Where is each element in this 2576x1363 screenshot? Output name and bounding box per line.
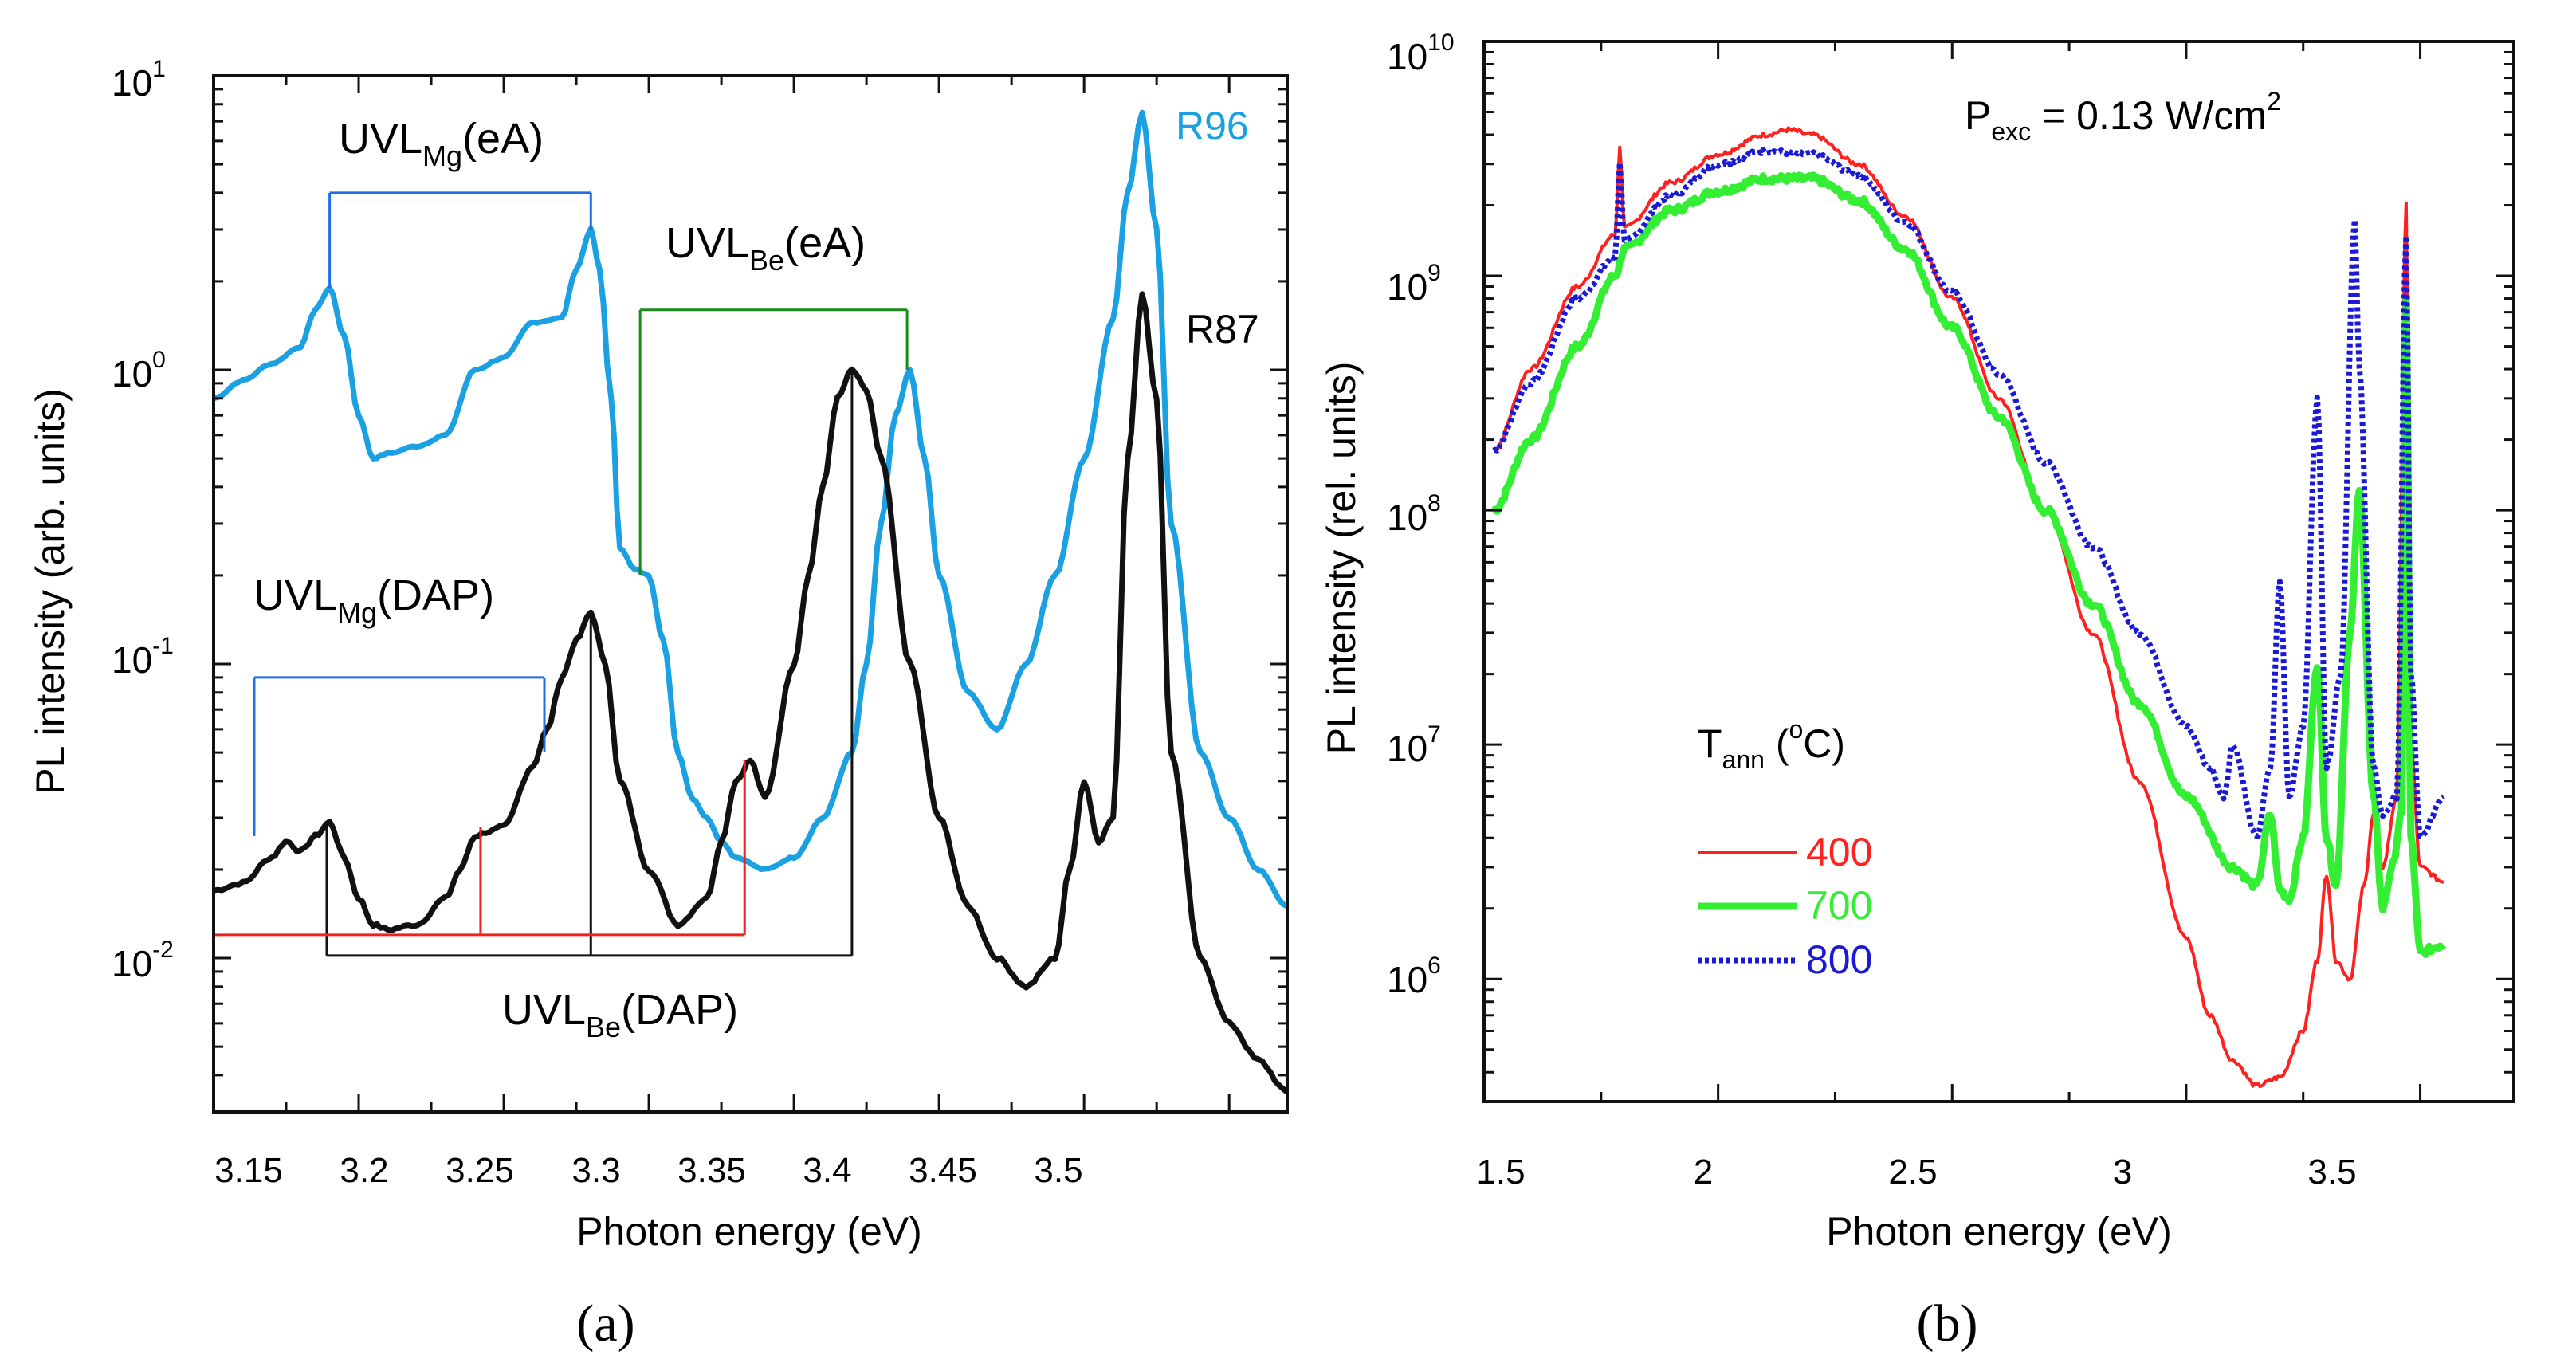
x-tick-label: 1.5 xyxy=(1476,1153,1525,1192)
x-tick-label: 3.3 xyxy=(571,1151,620,1190)
x-tick-label: 3.35 xyxy=(677,1151,746,1190)
panel-a-series-r96 xyxy=(213,109,1289,909)
panel-a-x-tick-labels: 3.15 3.2 3.25 3.3 3.35 3.4 3.45 3.5 xyxy=(214,1151,1082,1190)
x-tick-label: 3.2 xyxy=(340,1151,388,1190)
panel-a-plot-frame xyxy=(212,74,1289,1114)
bracket-uvl-be(dap) xyxy=(325,370,854,957)
y-tick-label: 101 xyxy=(112,56,166,104)
y-tick-label: 107 xyxy=(1387,721,1441,769)
panel-b-excitation-annotation: Pexc = 0.13 W/cm2 xyxy=(1965,87,2281,146)
x-tick-label: 3 xyxy=(2113,1153,2132,1192)
legend-label-800: 800 xyxy=(1806,937,1872,982)
x-tick-label: 3.15 xyxy=(214,1151,283,1190)
panel-a-x-axis-label: Photon energy (eV) xyxy=(576,1209,922,1254)
legend-title: Tann (oC) xyxy=(1698,715,1845,774)
x-tick-label: 3.4 xyxy=(803,1151,851,1190)
x-tick-label: 3.45 xyxy=(909,1151,977,1190)
y-tick-label: 109 xyxy=(1387,260,1441,308)
panel-b-series-layer xyxy=(1491,126,2447,1089)
panel-a-label: (a) xyxy=(576,1294,634,1353)
panel-b-plot-frame xyxy=(1482,40,2515,1103)
y-tick-label: 1010 xyxy=(1387,29,1455,77)
legend-label-400: 400 xyxy=(1806,830,1872,874)
panel-a-annotations: UVLMg(eA) UVLBe(eA) UVLMg(DAP) UVLBe(DAP… xyxy=(253,104,1259,1043)
x-tick-label: 2 xyxy=(1694,1153,1713,1192)
series-label-r87: R87 xyxy=(1186,307,1259,352)
panel-b-series-400 xyxy=(1492,126,2444,1089)
bracket-uvl-mg(dap) xyxy=(253,676,546,836)
panel-b-legend: Tann (oC) 400 700 800 xyxy=(1698,715,1872,982)
y-tick-label: 10-1 xyxy=(112,633,174,681)
panel-a-y-axis-label: PL intensity (arb. units) xyxy=(28,388,73,794)
panel-b-x-tick-labels: 1.5 2 2.5 3 3.5 xyxy=(1476,1153,2356,1192)
panel-b-y-axis-label: PL intensity (rel. units) xyxy=(1319,362,1364,755)
bracket-uvl-mg(ea) xyxy=(328,191,592,289)
panel-a-bracket-layer xyxy=(214,191,909,957)
series-label-r96: R96 xyxy=(1176,104,1249,148)
x-tick-label: 2.5 xyxy=(1888,1153,1937,1192)
legend-label-700: 700 xyxy=(1806,883,1872,928)
y-tick-label: 108 xyxy=(1387,490,1441,538)
x-tick-label: 3.25 xyxy=(446,1151,514,1190)
panel-b-ticks xyxy=(1482,40,2514,1103)
panel-a-y-tick-labels: 10-2 10-1 100 101 xyxy=(112,56,174,984)
panel-b-label: (b) xyxy=(1917,1294,1978,1353)
y-tick-label: 10-2 xyxy=(112,937,174,984)
y-tick-label: 100 xyxy=(112,347,166,395)
panel-b-series-700 xyxy=(1491,171,2447,958)
panel-a: 3.15 3.2 3.25 3.3 3.35 3.4 3.45 3.5 10-2… xyxy=(28,56,1290,1353)
x-tick-label: 3.5 xyxy=(2307,1153,2356,1192)
panel-b-x-axis-label: Photon energy (eV) xyxy=(1826,1209,2172,1254)
annotation-uvl-mg-dap: UVLMg(DAP) xyxy=(253,572,494,629)
bracket-uvl-be(ea) xyxy=(638,308,909,575)
y-tick-label: 106 xyxy=(1387,953,1441,1000)
panel-a-ticks xyxy=(212,74,1287,1114)
annotation-uvl-be-ea: UVLBe(eA) xyxy=(666,219,866,277)
panel-b-series-800 xyxy=(1492,147,2446,839)
x-tick-label: 3.5 xyxy=(1034,1151,1082,1190)
panel-b: 1.5 2 2.5 3 3.5 106 107 108 109 1010 Pho… xyxy=(1319,29,2515,1353)
annotation-uvl-be-dap: UVLBe(DAP) xyxy=(502,986,738,1043)
panel-b-y-tick-labels: 106 107 108 109 1010 xyxy=(1387,29,1455,1000)
annotation-uvl-mg-ea: UVLMg(eA) xyxy=(339,115,544,172)
bracket-lo-replica xyxy=(214,760,746,937)
